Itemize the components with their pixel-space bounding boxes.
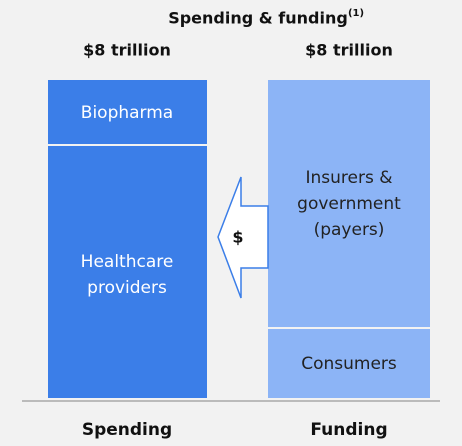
segment-label: government xyxy=(297,194,401,214)
segment xyxy=(48,146,207,398)
segment-label: Consumers xyxy=(301,354,397,374)
title: Spending & funding xyxy=(168,9,348,28)
column-footer: Funding xyxy=(310,420,387,440)
column-footer: Spending xyxy=(82,420,172,440)
column-header: $8 trillion xyxy=(83,41,171,60)
segment-label: Insurers & xyxy=(305,168,392,188)
title-note: (1) xyxy=(348,8,364,19)
segment-label: Healthcare xyxy=(81,252,174,272)
column-header: $8 trillion xyxy=(305,41,393,60)
segment-label: providers xyxy=(87,278,167,298)
arrow-label: $ xyxy=(232,228,243,247)
arrow xyxy=(217,176,269,299)
segment xyxy=(48,80,207,144)
segment xyxy=(268,80,430,327)
segment-label: (payers) xyxy=(314,220,385,240)
segment xyxy=(268,329,430,398)
segment-label: Biopharma xyxy=(81,103,173,123)
